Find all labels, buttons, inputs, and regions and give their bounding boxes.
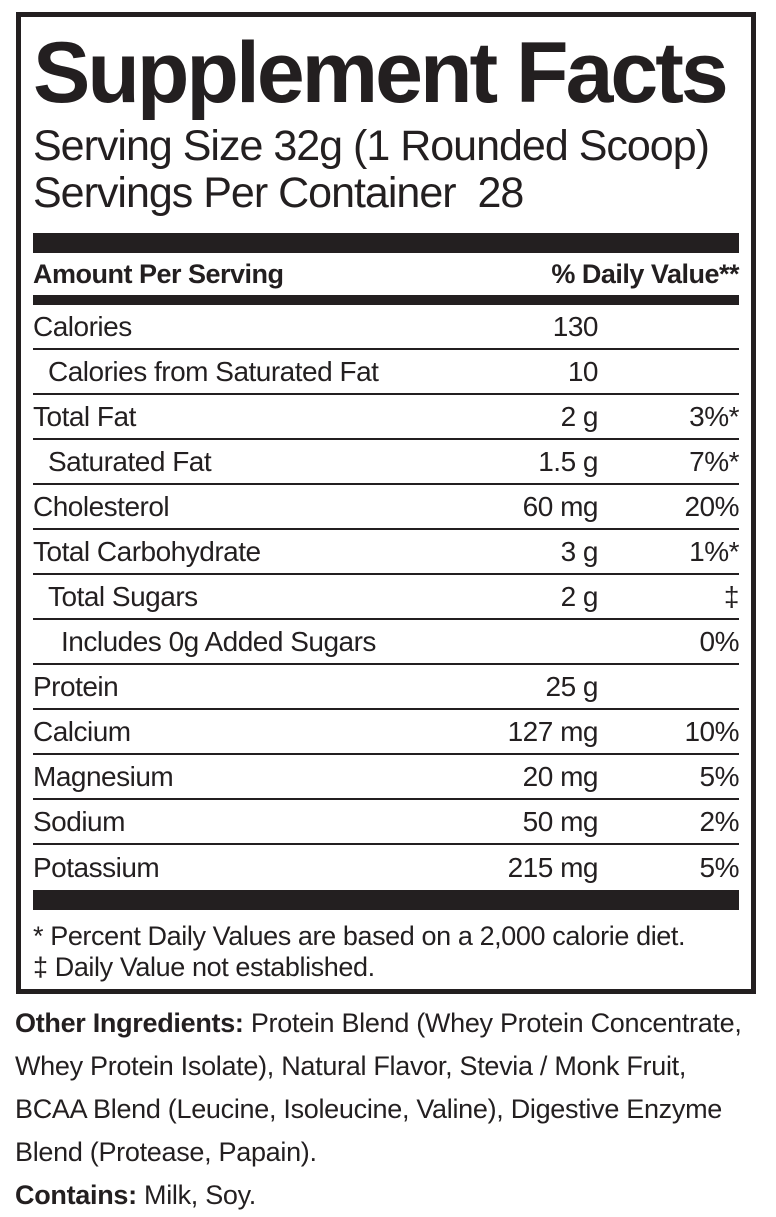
ingredients-section: Other Ingredients: Protein Blend (Whey P… xyxy=(15,1002,767,1217)
nutrient-dv: 7%* xyxy=(689,445,739,477)
footnote-percent-dv: * Percent Daily Values are based on a 2,… xyxy=(33,921,686,952)
nutrient-name: Magnesium xyxy=(33,760,174,792)
serving-info: Serving Size 32g (1 Rounded Scoop) Servi… xyxy=(33,123,739,217)
panel-title: Supplement Facts xyxy=(33,25,729,121)
nutrient-name: Includes 0g Added Sugars xyxy=(61,625,376,657)
nutrient-name: Potassium xyxy=(33,851,160,883)
servings-per-container: Servings Per Container 28 xyxy=(33,169,524,218)
separator-bar-thick-bottom xyxy=(33,890,739,911)
nutrient-amount: 10 xyxy=(567,355,599,387)
other-ingredients-line-2: Whey Protein Isolate), Natural Flavor, S… xyxy=(15,1051,687,1081)
table-row-sodium: Sodium 50 mg 2% xyxy=(33,800,740,846)
nutrient-amount: 127 mg xyxy=(507,715,599,747)
nutrient-amount: 50 mg xyxy=(522,805,599,837)
nutrient-dv: 20% xyxy=(684,490,739,522)
nutrient-amount: 215 mg xyxy=(507,851,599,883)
table-row-protein: Protein 25 g xyxy=(33,665,739,711)
separator-bar-thick-top xyxy=(33,233,739,254)
nutrient-amount: 1.5 g xyxy=(538,445,598,477)
nutrient-dv: ‡ xyxy=(723,580,740,612)
nutrient-name: Calcium xyxy=(33,715,131,747)
nutrient-amount: 60 mg xyxy=(522,490,599,522)
table-row-total-sugars: Total Sugars 2 g ‡ xyxy=(33,575,740,621)
nutrient-name: Calories from Saturated Fat xyxy=(48,355,379,387)
nutrient-name: Calories xyxy=(33,310,132,342)
nutrient-dv: 1%* xyxy=(689,535,739,567)
nutrient-name: Protein xyxy=(33,670,119,702)
nutrient-dv: 3%* xyxy=(689,400,739,432)
contains-line: Contains: Milk, Soy. xyxy=(15,1174,767,1217)
nutrient-name: Saturated Fat xyxy=(48,445,212,477)
contains-label: Contains: xyxy=(15,1180,137,1210)
other-ingredients-line-3: BCAA Blend (Leucine, Isoleucine, Valine)… xyxy=(15,1094,722,1124)
table-row-calcium: Calcium 127 mg 10% xyxy=(33,710,740,756)
nutrient-dv: 10% xyxy=(684,715,739,747)
nutrient-amount: 3 g xyxy=(560,535,599,567)
nutrient-dv: 5% xyxy=(699,851,740,883)
footnote-not-established: ‡ Daily Value not established. xyxy=(33,952,375,983)
contains-text: Milk, Soy. xyxy=(136,1180,257,1210)
other-ingredients-line-4: Blend (Protease, Papain). xyxy=(15,1137,317,1167)
nutrient-amount: 2 g xyxy=(560,580,599,612)
table-row-saturated-fat: Saturated Fat 1.5 g 7%* xyxy=(33,440,740,486)
amount-per-serving-header: Amount Per Serving xyxy=(33,258,284,289)
other-ingredients-line-1: Other Ingredients: Protein Blend (Whey P… xyxy=(15,1002,767,1045)
table-row-total-fat: Total Fat 2 g 3%* xyxy=(33,395,740,441)
table-row-calories-from-saturated-fat: Calories from Saturated Fat 10 xyxy=(33,350,739,396)
serving-size: Serving Size 32g (1 Rounded Scoop) xyxy=(33,122,710,171)
nutrient-name: Cholesterol xyxy=(33,490,170,522)
table-row-calories: Calories 130 xyxy=(33,305,739,351)
other-ingredients-text-1: Protein Blend (Whey Protein Concentrate, xyxy=(243,1008,742,1038)
nutrient-amount: 20 mg xyxy=(522,760,599,792)
nutrient-dv: 2% xyxy=(699,805,740,837)
footnotes: * Percent Daily Values are based on a 2,… xyxy=(33,921,739,983)
table-row-potassium: Potassium 215 mg 5% xyxy=(33,845,740,890)
nutrient-dv: 5% xyxy=(699,760,740,792)
table-row-added-sugars: Includes 0g Added Sugars 0% xyxy=(33,620,740,666)
nutrient-amount: 130 xyxy=(552,310,599,342)
nutrient-table: Calories 130 Calories from Saturated Fat… xyxy=(33,305,740,890)
table-row-cholesterol: Cholesterol 60 mg 20% xyxy=(33,485,740,531)
nutrient-dv: 0% xyxy=(699,625,740,657)
table-row-total-carbohydrate: Total Carbohydrate 3 g 1%* xyxy=(33,530,740,576)
nutrient-name: Total Fat xyxy=(33,400,136,432)
separator-bar-medium xyxy=(33,295,739,306)
nutrient-name: Total Carbohydrate xyxy=(33,535,261,567)
other-ingredients-label: Other Ingredients: xyxy=(15,1008,244,1038)
nutrient-amount: 2 g xyxy=(560,400,599,432)
table-header-row: Amount Per Serving % Daily Value** xyxy=(33,253,739,295)
nutrient-name: Sodium xyxy=(33,805,125,837)
daily-value-header: % Daily Value** xyxy=(551,258,739,289)
supplement-facts-panel: Supplement Facts Serving Size 32g (1 Rou… xyxy=(16,12,756,994)
table-row-magnesium: Magnesium 20 mg 5% xyxy=(33,755,740,801)
nutrient-name: Total Sugars xyxy=(48,580,198,612)
nutrient-amount: 25 g xyxy=(545,670,599,702)
